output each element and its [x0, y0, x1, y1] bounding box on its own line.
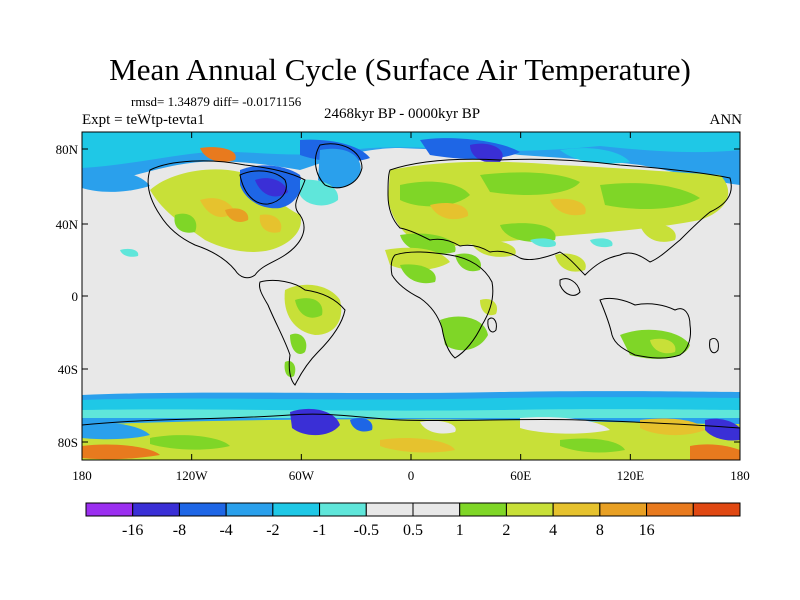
colorbar-label: -2 — [266, 522, 279, 539]
colorbar-swatch — [646, 502, 694, 517]
lat-tick-label: 80S — [58, 435, 78, 450]
period-label: 2468kyr BP - 0000kyr BP — [324, 106, 481, 122]
lon-tick-label: 120E — [617, 468, 645, 483]
colorbar-label: -8 — [173, 522, 186, 539]
colorbar-swatch — [552, 502, 601, 517]
lon-tick-label: 180 — [72, 468, 92, 483]
colorbar-label: -0.5 — [354, 522, 379, 539]
colorbar-swatch — [692, 502, 741, 517]
colorbar-label: 8 — [596, 522, 604, 539]
colorbar-swatch — [85, 502, 134, 517]
colorbar-swatch — [599, 502, 648, 517]
lat-tick-label: 40N — [56, 217, 79, 232]
lon-tick-label: 120W — [176, 468, 209, 483]
axis-ticks: 80N 40N 0 40S 80S 180 120W 60W 0 60E 120E 180 — [56, 132, 750, 483]
lat-tick-label: 80N — [56, 142, 79, 157]
stats-line: rmsd= 1.34879 diff= -0.0171156 — [131, 94, 302, 109]
colorbar-swatch — [365, 502, 414, 517]
coastlines — [82, 143, 740, 429]
colorbar-swatch — [178, 502, 227, 517]
lon-tick-label: 60W — [289, 468, 315, 483]
colorbar-label: 0.5 — [403, 522, 423, 539]
colorbar-label: -16 — [122, 522, 143, 539]
colorbar-label: 4 — [549, 522, 557, 539]
lon-tick-label: 0 — [408, 468, 415, 483]
colorbar-swatch — [412, 502, 461, 517]
season-label: ANN — [709, 112, 743, 128]
anomaly-field — [82, 132, 740, 460]
experiment-label: Expt = teWtp-tevta1 — [82, 112, 205, 128]
colorbar-label: 16 — [639, 522, 655, 539]
lat-tick-label: 40S — [58, 362, 78, 377]
colorbar-swatch — [459, 502, 507, 517]
colorbar-label: -1 — [313, 522, 326, 539]
lon-tick-label: 180 — [730, 468, 750, 483]
map-title: Mean Annual Cycle (Surface Air Temperatu… — [109, 52, 691, 87]
lat-tick-label: 0 — [72, 289, 79, 304]
colorbar-swatch — [319, 502, 367, 517]
lon-tick-label: 60E — [510, 468, 531, 483]
colorbar: -16 -8 -4 -2 -1 -0.5 0.5 1 2 4 8 16 — [85, 502, 741, 539]
colorbar-label: 2 — [502, 522, 510, 539]
colorbar-swatch — [505, 502, 554, 517]
colorbar-label: -4 — [219, 522, 232, 539]
colorbar-swatch — [225, 502, 274, 517]
colorbar-label: 1 — [456, 522, 464, 539]
colorbar-swatch — [132, 502, 180, 517]
colorbar-swatch — [272, 502, 321, 517]
